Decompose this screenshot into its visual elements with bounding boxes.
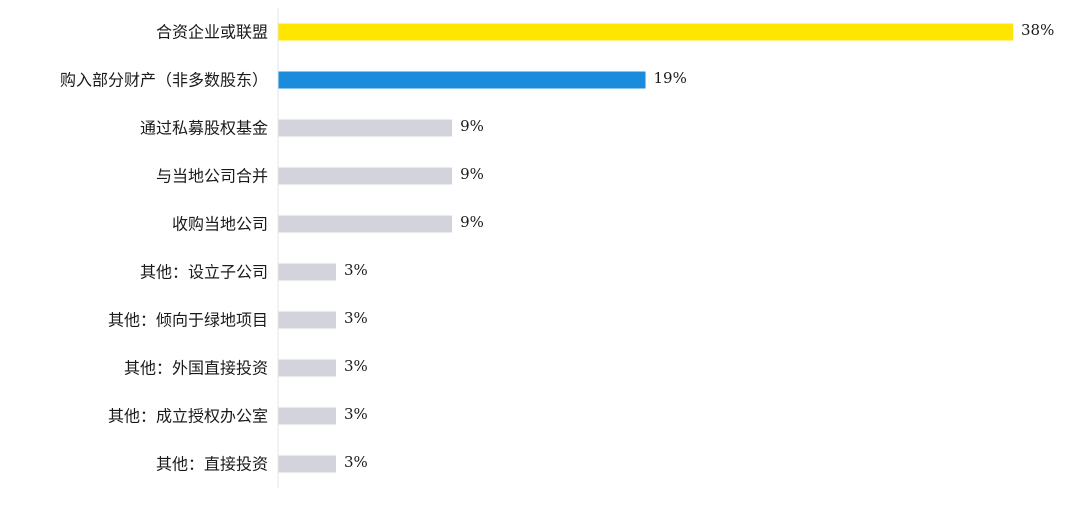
category-label-5: 其他：设立子公司 xyxy=(140,263,268,282)
category-label-7: 其他：外国直接投资 xyxy=(124,359,268,378)
category-label-2: 通过私募股权基金 xyxy=(140,119,268,138)
category-label-9: 其他：直接投资 xyxy=(156,455,268,474)
bar-9 xyxy=(278,455,337,473)
category-label-3: 与当地公司合并 xyxy=(156,167,268,186)
value-label-3: 9% xyxy=(460,165,484,183)
bar-0 xyxy=(278,23,1013,41)
bar-8 xyxy=(278,407,337,425)
category-label-0: 合资企业或联盟 xyxy=(156,23,268,42)
category-label-4: 收购当地公司 xyxy=(172,215,268,234)
labels-layer: 合资企业或联盟 38% 购入部分财产（非多数股东） 19% 通过私募股权基金 9% 与当地公… xyxy=(60,21,1054,474)
bar-5 xyxy=(278,263,337,281)
bar-4 xyxy=(278,215,453,233)
value-label-5: 3% xyxy=(344,261,368,279)
value-label-6: 3% xyxy=(344,309,368,327)
bar-7 xyxy=(278,359,337,377)
category-label-8: 其他：成立授权办公室 xyxy=(108,407,268,426)
bar-3 xyxy=(278,167,453,185)
value-label-9: 3% xyxy=(344,453,368,471)
bar-2 xyxy=(278,119,453,137)
value-label-4: 9% xyxy=(460,213,484,231)
value-label-0: 38% xyxy=(1021,21,1054,39)
bars-layer xyxy=(278,23,1013,473)
value-label-8: 3% xyxy=(344,405,368,423)
bar-1 xyxy=(278,71,646,89)
value-label-1: 19% xyxy=(654,69,687,87)
value-label-7: 3% xyxy=(344,357,368,375)
bar-6 xyxy=(278,311,337,329)
value-label-2: 9% xyxy=(460,117,484,135)
category-label-1: 购入部分财产（非多数股东） xyxy=(60,71,268,90)
category-label-6: 其他：倾向于绿地项目 xyxy=(108,311,268,330)
